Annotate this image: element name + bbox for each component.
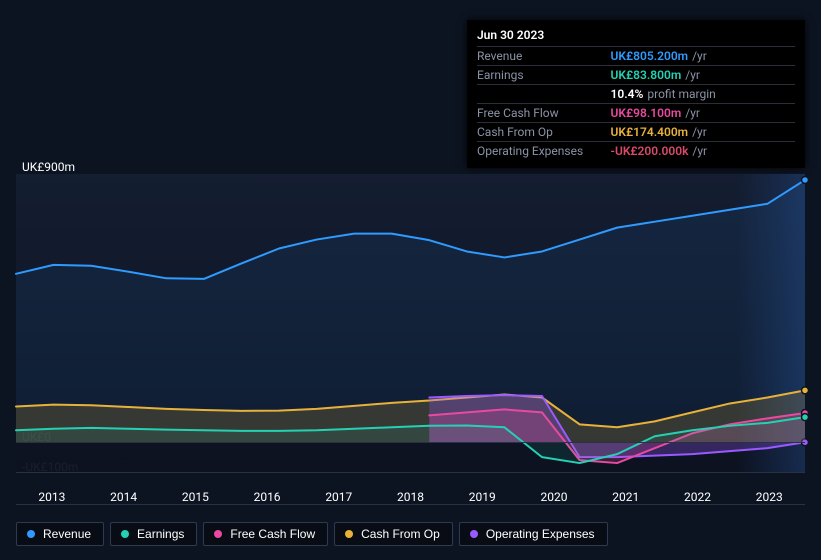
metric-label: Earnings (477, 66, 611, 85)
metric-value: UK£83.800m (611, 68, 682, 82)
legend-item-opex[interactable]: Operating Expenses (459, 522, 608, 546)
legend-dot-icon (27, 530, 35, 538)
data-tooltip: Jun 30 2023 Revenue UK£805.200m/yr Earni… (467, 20, 805, 168)
metric-label: Operating Expenses (477, 142, 611, 161)
metric-note: profit margin (643, 87, 715, 101)
tooltip-row-opex: Operating Expenses -UK£200.000k/yr (477, 142, 795, 161)
zero-line (16, 442, 805, 443)
metric-value: UK£174.400m (611, 125, 689, 139)
legend-label: Earnings (137, 527, 184, 541)
tooltip-row-earnings: Earnings UK£83.800m/yr (477, 66, 795, 85)
legend-label: Cash From Op (361, 527, 440, 541)
bottom-line (16, 472, 805, 473)
metric-unit: /yr (688, 125, 707, 139)
x-axis: 2013 2014 2015 2016 2017 2018 2019 2020 … (16, 490, 805, 508)
x-tick: 2013 (16, 490, 88, 508)
x-tick: 2018 (375, 490, 447, 508)
tooltip-row-cfo: Cash From Op UK£174.400m/yr (477, 123, 795, 142)
x-tick: 2014 (88, 490, 160, 508)
metric-label: Free Cash Flow (477, 104, 611, 123)
metric-label: Cash From Op (477, 123, 611, 142)
x-tick: 2019 (446, 490, 518, 508)
x-tick: 2020 (518, 490, 590, 508)
legend-dot-icon (121, 530, 129, 538)
metric-value: UK£98.100m (611, 106, 682, 120)
legend-label: Revenue (43, 527, 91, 541)
metric-unit: /yr (688, 144, 707, 158)
x-tick: 2021 (590, 490, 662, 508)
legend-item-revenue[interactable]: Revenue (16, 522, 104, 546)
chart-svg (16, 174, 805, 472)
metric-unit: /yr (681, 106, 700, 120)
legend-label: Free Cash Flow (230, 527, 315, 541)
metric-value: -UK£200.000k (611, 144, 689, 158)
tooltip-row-revenue: Revenue UK£805.200m/yr (477, 47, 795, 66)
tooltip-row-margin: 10.4%profit margin (477, 85, 795, 104)
tooltip-date: Jun 30 2023 (477, 26, 795, 46)
legend-item-fcf[interactable]: Free Cash Flow (203, 522, 328, 546)
legend-dot-icon (470, 530, 478, 538)
x-tick: 2022 (662, 490, 734, 508)
metric-unit: /yr (688, 49, 707, 63)
legend-label: Operating Expenses (486, 527, 595, 541)
metric-value: UK£805.200m (611, 49, 689, 63)
x-tick: 2023 (733, 490, 805, 508)
tooltip-table: Revenue UK£805.200m/yr Earnings UK£83.80… (477, 46, 795, 160)
chart-plot[interactable] (16, 174, 805, 472)
x-tick: 2016 (231, 490, 303, 508)
chart-legend: Revenue Earnings Free Cash Flow Cash Fro… (16, 522, 608, 546)
tooltip-row-fcf: Free Cash Flow UK£98.100m/yr (477, 104, 795, 123)
metric-value: 10.4% (611, 87, 644, 101)
legend-dot-icon (214, 530, 222, 538)
metric-label: Revenue (477, 47, 611, 66)
y-axis-label-max: UK£900m (22, 160, 75, 174)
legend-dot-icon (345, 530, 353, 538)
legend-item-earnings[interactable]: Earnings (110, 522, 197, 546)
x-tick: 2017 (303, 490, 375, 508)
legend-item-cfo[interactable]: Cash From Op (334, 522, 453, 546)
metric-unit: /yr (681, 68, 700, 82)
x-tick: 2015 (159, 490, 231, 508)
